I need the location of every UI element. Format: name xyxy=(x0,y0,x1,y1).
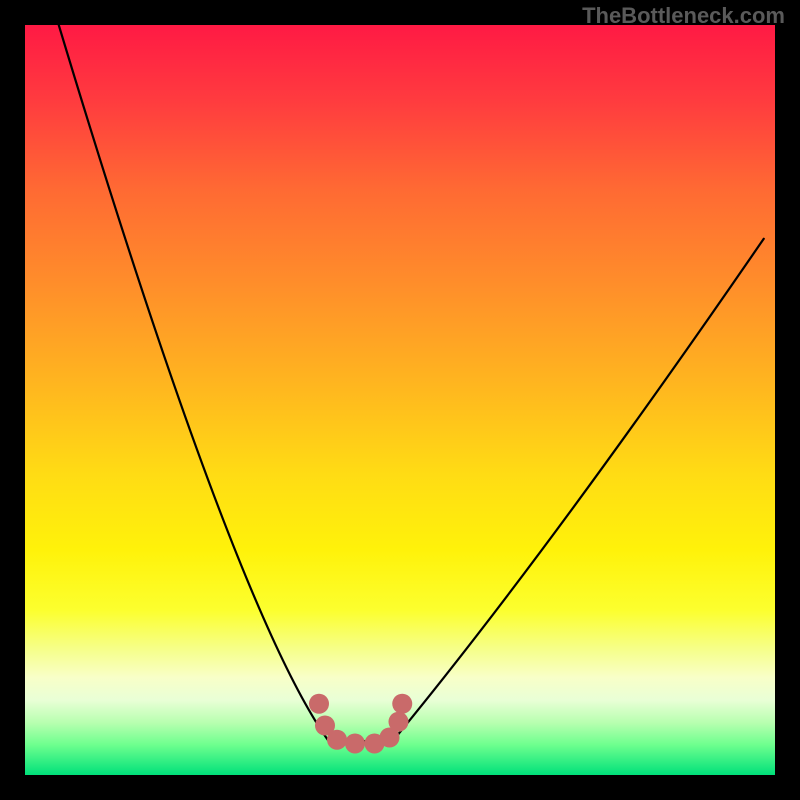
curve-marker xyxy=(392,694,412,714)
watermark-text: TheBottleneck.com xyxy=(582,3,785,29)
border-right xyxy=(775,0,800,800)
curve-marker xyxy=(327,730,347,750)
chart-stage: TheBottleneck.com xyxy=(0,0,800,800)
curve-markers xyxy=(309,694,412,754)
border-left xyxy=(0,0,25,800)
plot-area xyxy=(25,25,775,775)
curve-marker xyxy=(309,694,329,714)
curve-marker xyxy=(389,712,409,732)
border-bottom xyxy=(0,775,800,800)
curve-layer xyxy=(25,25,775,775)
bottleneck-curve xyxy=(59,25,764,741)
curve-marker xyxy=(345,734,365,754)
